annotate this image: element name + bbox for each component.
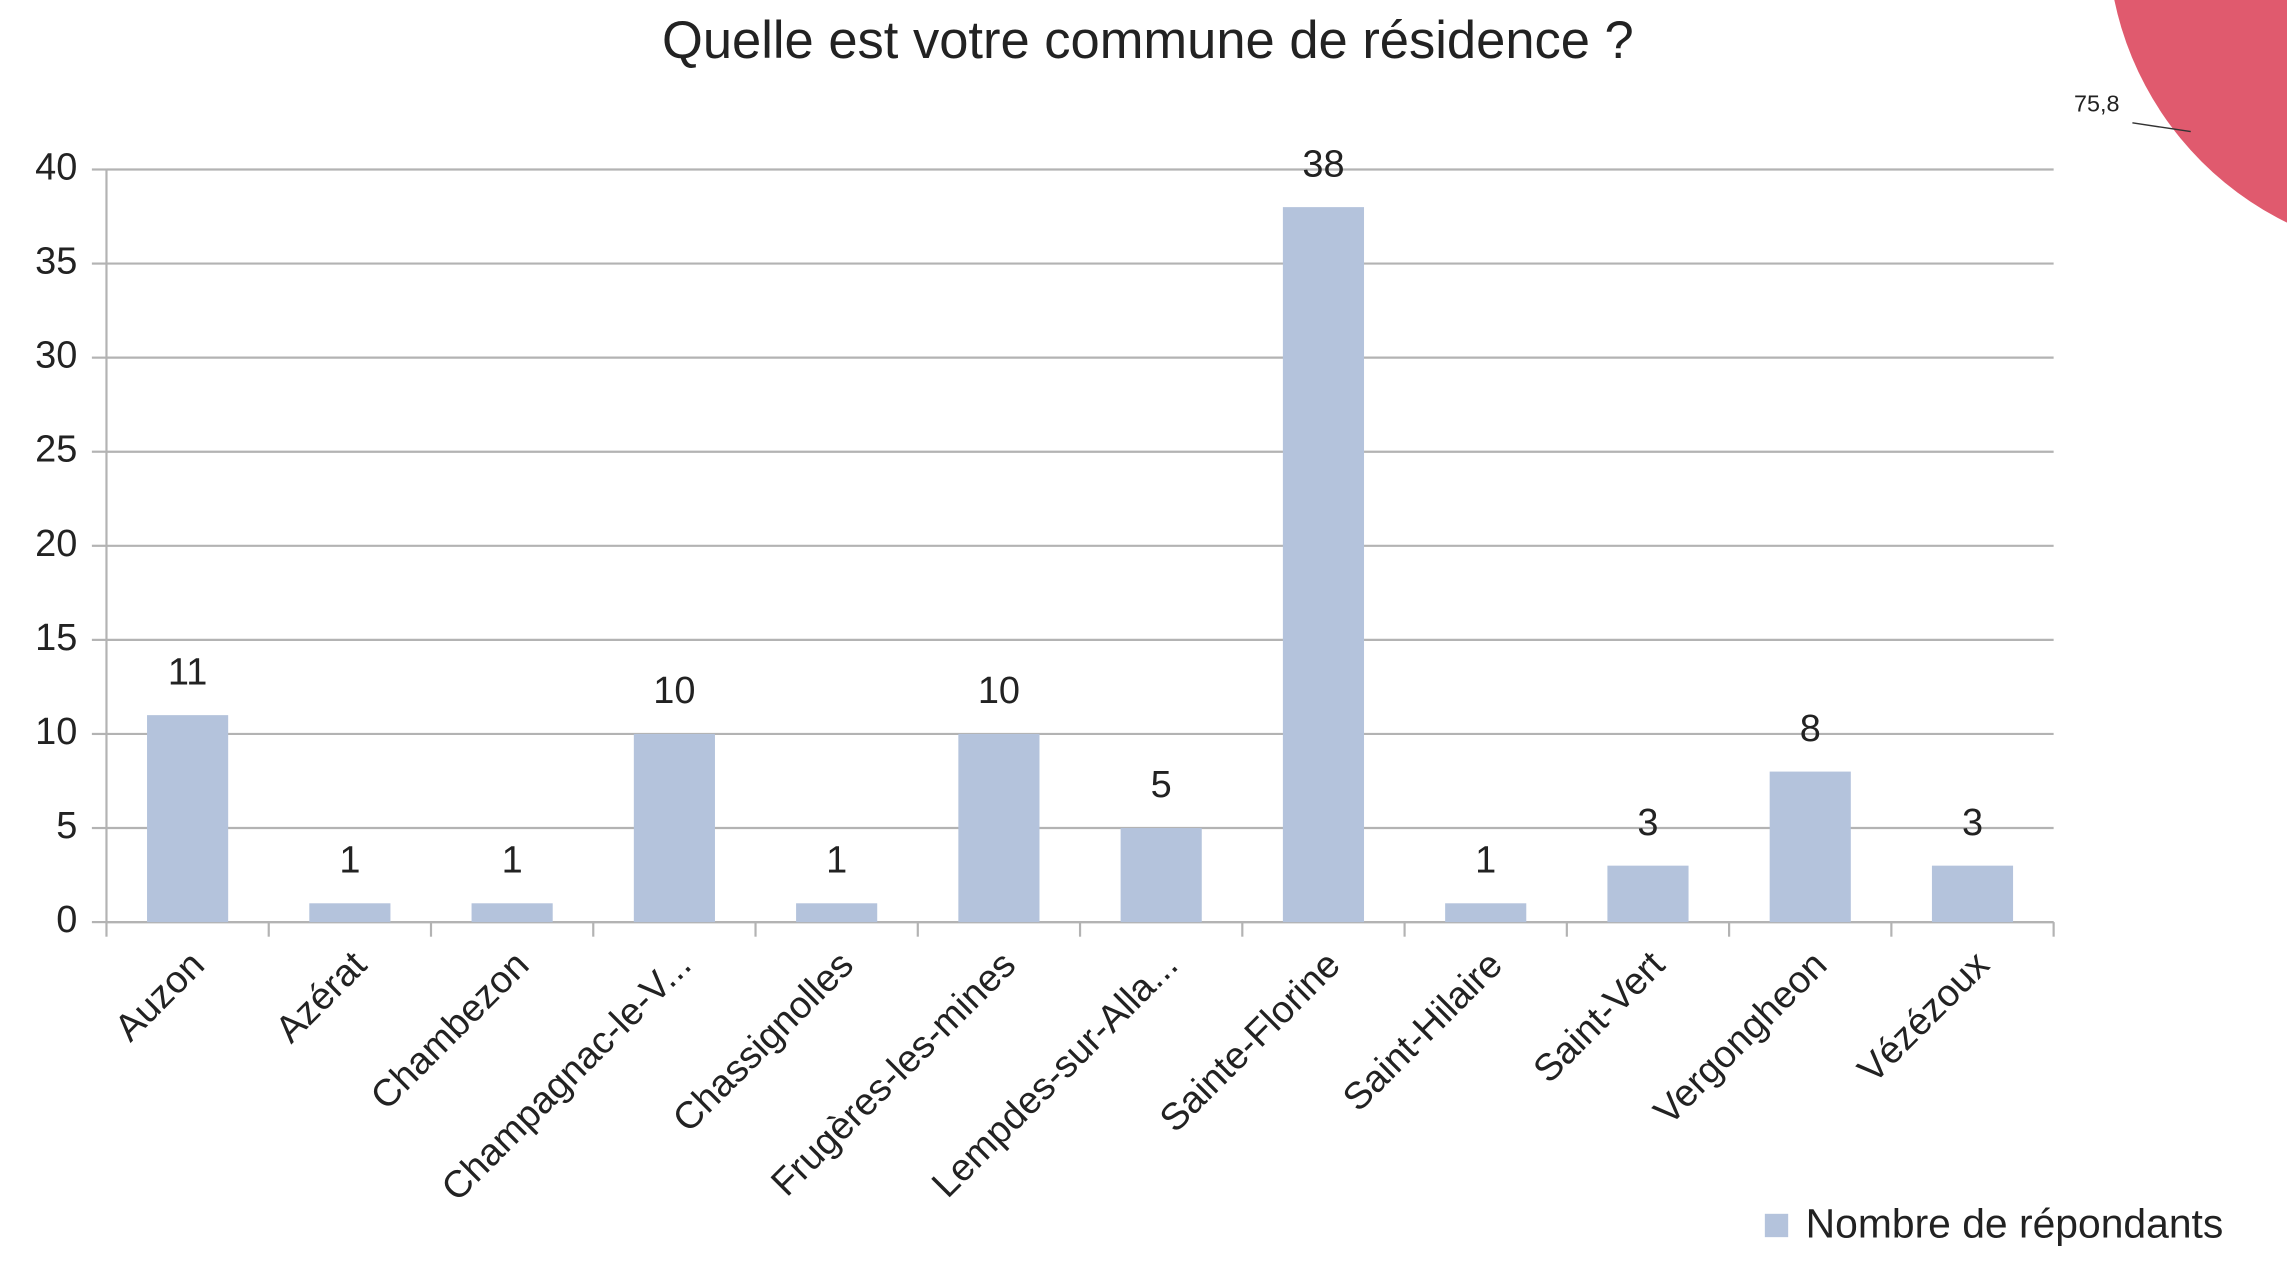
y-tick-label: 15 <box>35 617 77 659</box>
pie-slice <box>2114 0 2287 223</box>
bar <box>958 733 1040 923</box>
value-label: 38 <box>1302 143 1344 185</box>
legend-swatch <box>1764 1213 1789 1238</box>
value-label: 1 <box>826 839 847 881</box>
bar <box>1607 865 1689 923</box>
value-label: 10 <box>978 670 1020 712</box>
bar <box>471 903 553 923</box>
value-label: 1 <box>502 839 523 881</box>
value-label: 1 <box>339 839 360 881</box>
value-label: 11 <box>168 651 207 693</box>
y-tick-label: 40 <box>35 147 77 189</box>
x-tick-label: Auzon <box>107 944 213 1050</box>
bar <box>1282 207 1365 923</box>
y-tick-label: 25 <box>35 429 77 471</box>
bar <box>1931 865 2014 923</box>
x-tick-label: Saint-Hilaire <box>1335 944 1511 1120</box>
value-label: 5 <box>1151 764 1172 806</box>
value-label: 8 <box>1800 708 1821 750</box>
x-tick-label: Vergongheon <box>1646 944 1835 1133</box>
y-tick-label: 0 <box>56 899 77 941</box>
y-tick-label: 35 <box>35 241 77 283</box>
x-tick-label: Chambezon <box>363 944 537 1118</box>
bar <box>1769 771 1851 923</box>
y-tick-label: 20 <box>35 523 77 565</box>
y-tick-label: 5 <box>56 805 77 847</box>
x-tick-label: Vézézoux <box>1850 944 1997 1091</box>
x-tick-label: Saint-Vert <box>1526 943 1674 1091</box>
bar <box>1445 903 1527 923</box>
bar <box>796 903 878 923</box>
chart-title: Quelle est votre commune de résidence ? <box>662 11 1634 70</box>
pie-label: 75,8 <box>2074 90 2119 116</box>
x-tick-label: Azérat <box>268 943 375 1050</box>
bar <box>147 715 229 923</box>
value-label: 10 <box>653 670 695 712</box>
bar <box>1120 828 1202 923</box>
value-label: 3 <box>1962 802 1983 844</box>
bar <box>633 733 715 923</box>
bar <box>309 903 391 923</box>
leader-line <box>2132 122 2191 133</box>
y-tick-label: 30 <box>35 335 77 377</box>
y-tick-label: 10 <box>35 711 77 753</box>
legend-label: Nombre de répondants <box>1806 1201 2224 1247</box>
value-label: 1 <box>1475 839 1496 881</box>
value-label: 3 <box>1637 802 1658 844</box>
